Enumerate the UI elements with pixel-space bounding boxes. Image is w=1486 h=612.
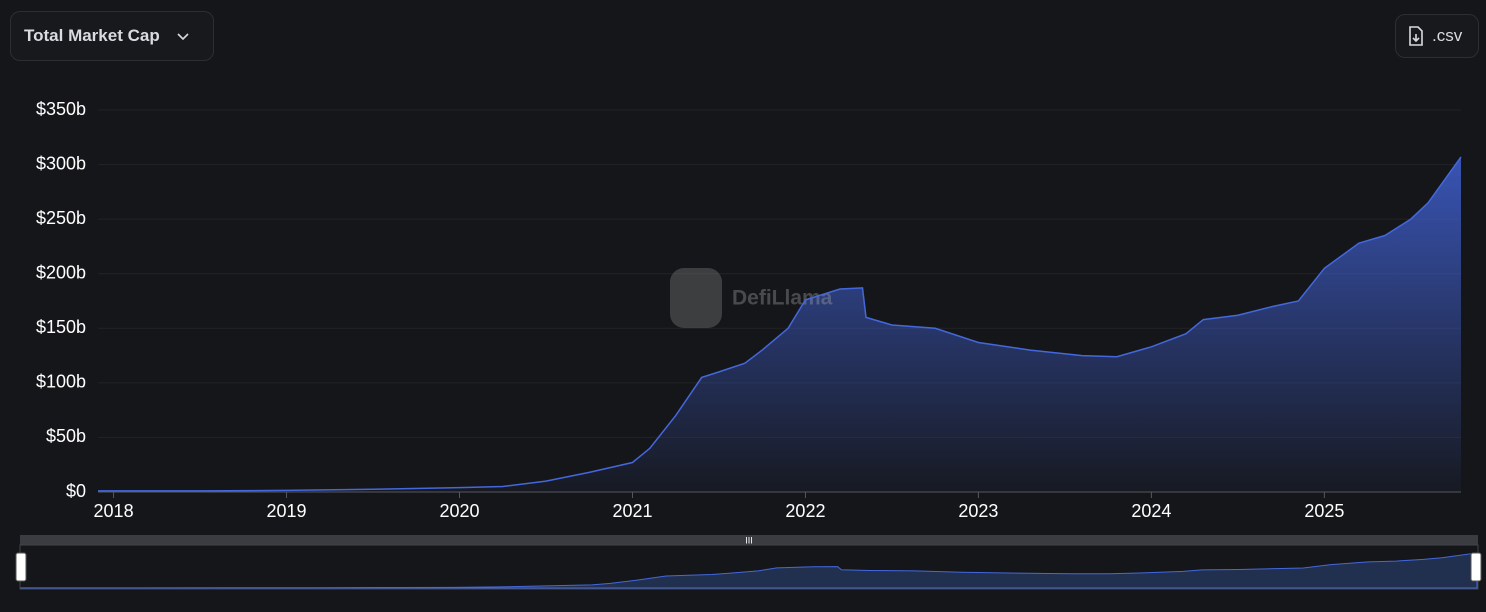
x-tick-label: 2024 <box>1131 501 1171 521</box>
y-tick-label: $150b <box>36 317 86 337</box>
watermark-text: DefiLlama <box>732 287 833 310</box>
x-tick-label: 2021 <box>612 501 652 521</box>
navigator-bar[interactable] <box>20 535 1478 545</box>
navigator-area <box>20 552 1478 589</box>
metric-label: Total Market Cap <box>24 26 160 45</box>
x-tick-label: 2020 <box>439 501 479 521</box>
navigator-handle[interactable] <box>15 552 27 582</box>
y-tick-label: $100b <box>36 372 86 392</box>
metric-select[interactable]: Total Market Cap <box>10 11 214 61</box>
y-tick-label: $50b <box>46 426 86 446</box>
y-tick-label: $0 <box>66 481 86 501</box>
x-tick-label: 2018 <box>94 501 134 521</box>
navigator-grip: III <box>745 535 753 545</box>
y-tick-label: $350b <box>36 99 86 119</box>
watermark: DefiLlama <box>670 268 833 328</box>
y-tick-label: $300b <box>36 153 86 173</box>
navigator-handle[interactable] <box>1470 552 1482 582</box>
file-icon <box>1409 26 1423 46</box>
x-tick-label: 2023 <box>958 501 998 521</box>
area <box>98 156 1461 492</box>
x-tick-label: 2025 <box>1304 501 1344 521</box>
chevron-icon <box>177 33 189 41</box>
csv-label: .csv <box>1432 26 1463 45</box>
line <box>98 156 1462 492</box>
navigator-frame <box>19 544 1479 590</box>
y-tick-label: $250b <box>36 208 86 228</box>
watermark-logo <box>670 268 722 328</box>
x-tick-label: 2019 <box>267 501 307 521</box>
y-tick-label: $200b <box>36 262 86 282</box>
csv-button[interactable]: .csv <box>1395 14 1479 58</box>
x-tick-label: 2022 <box>785 501 825 521</box>
